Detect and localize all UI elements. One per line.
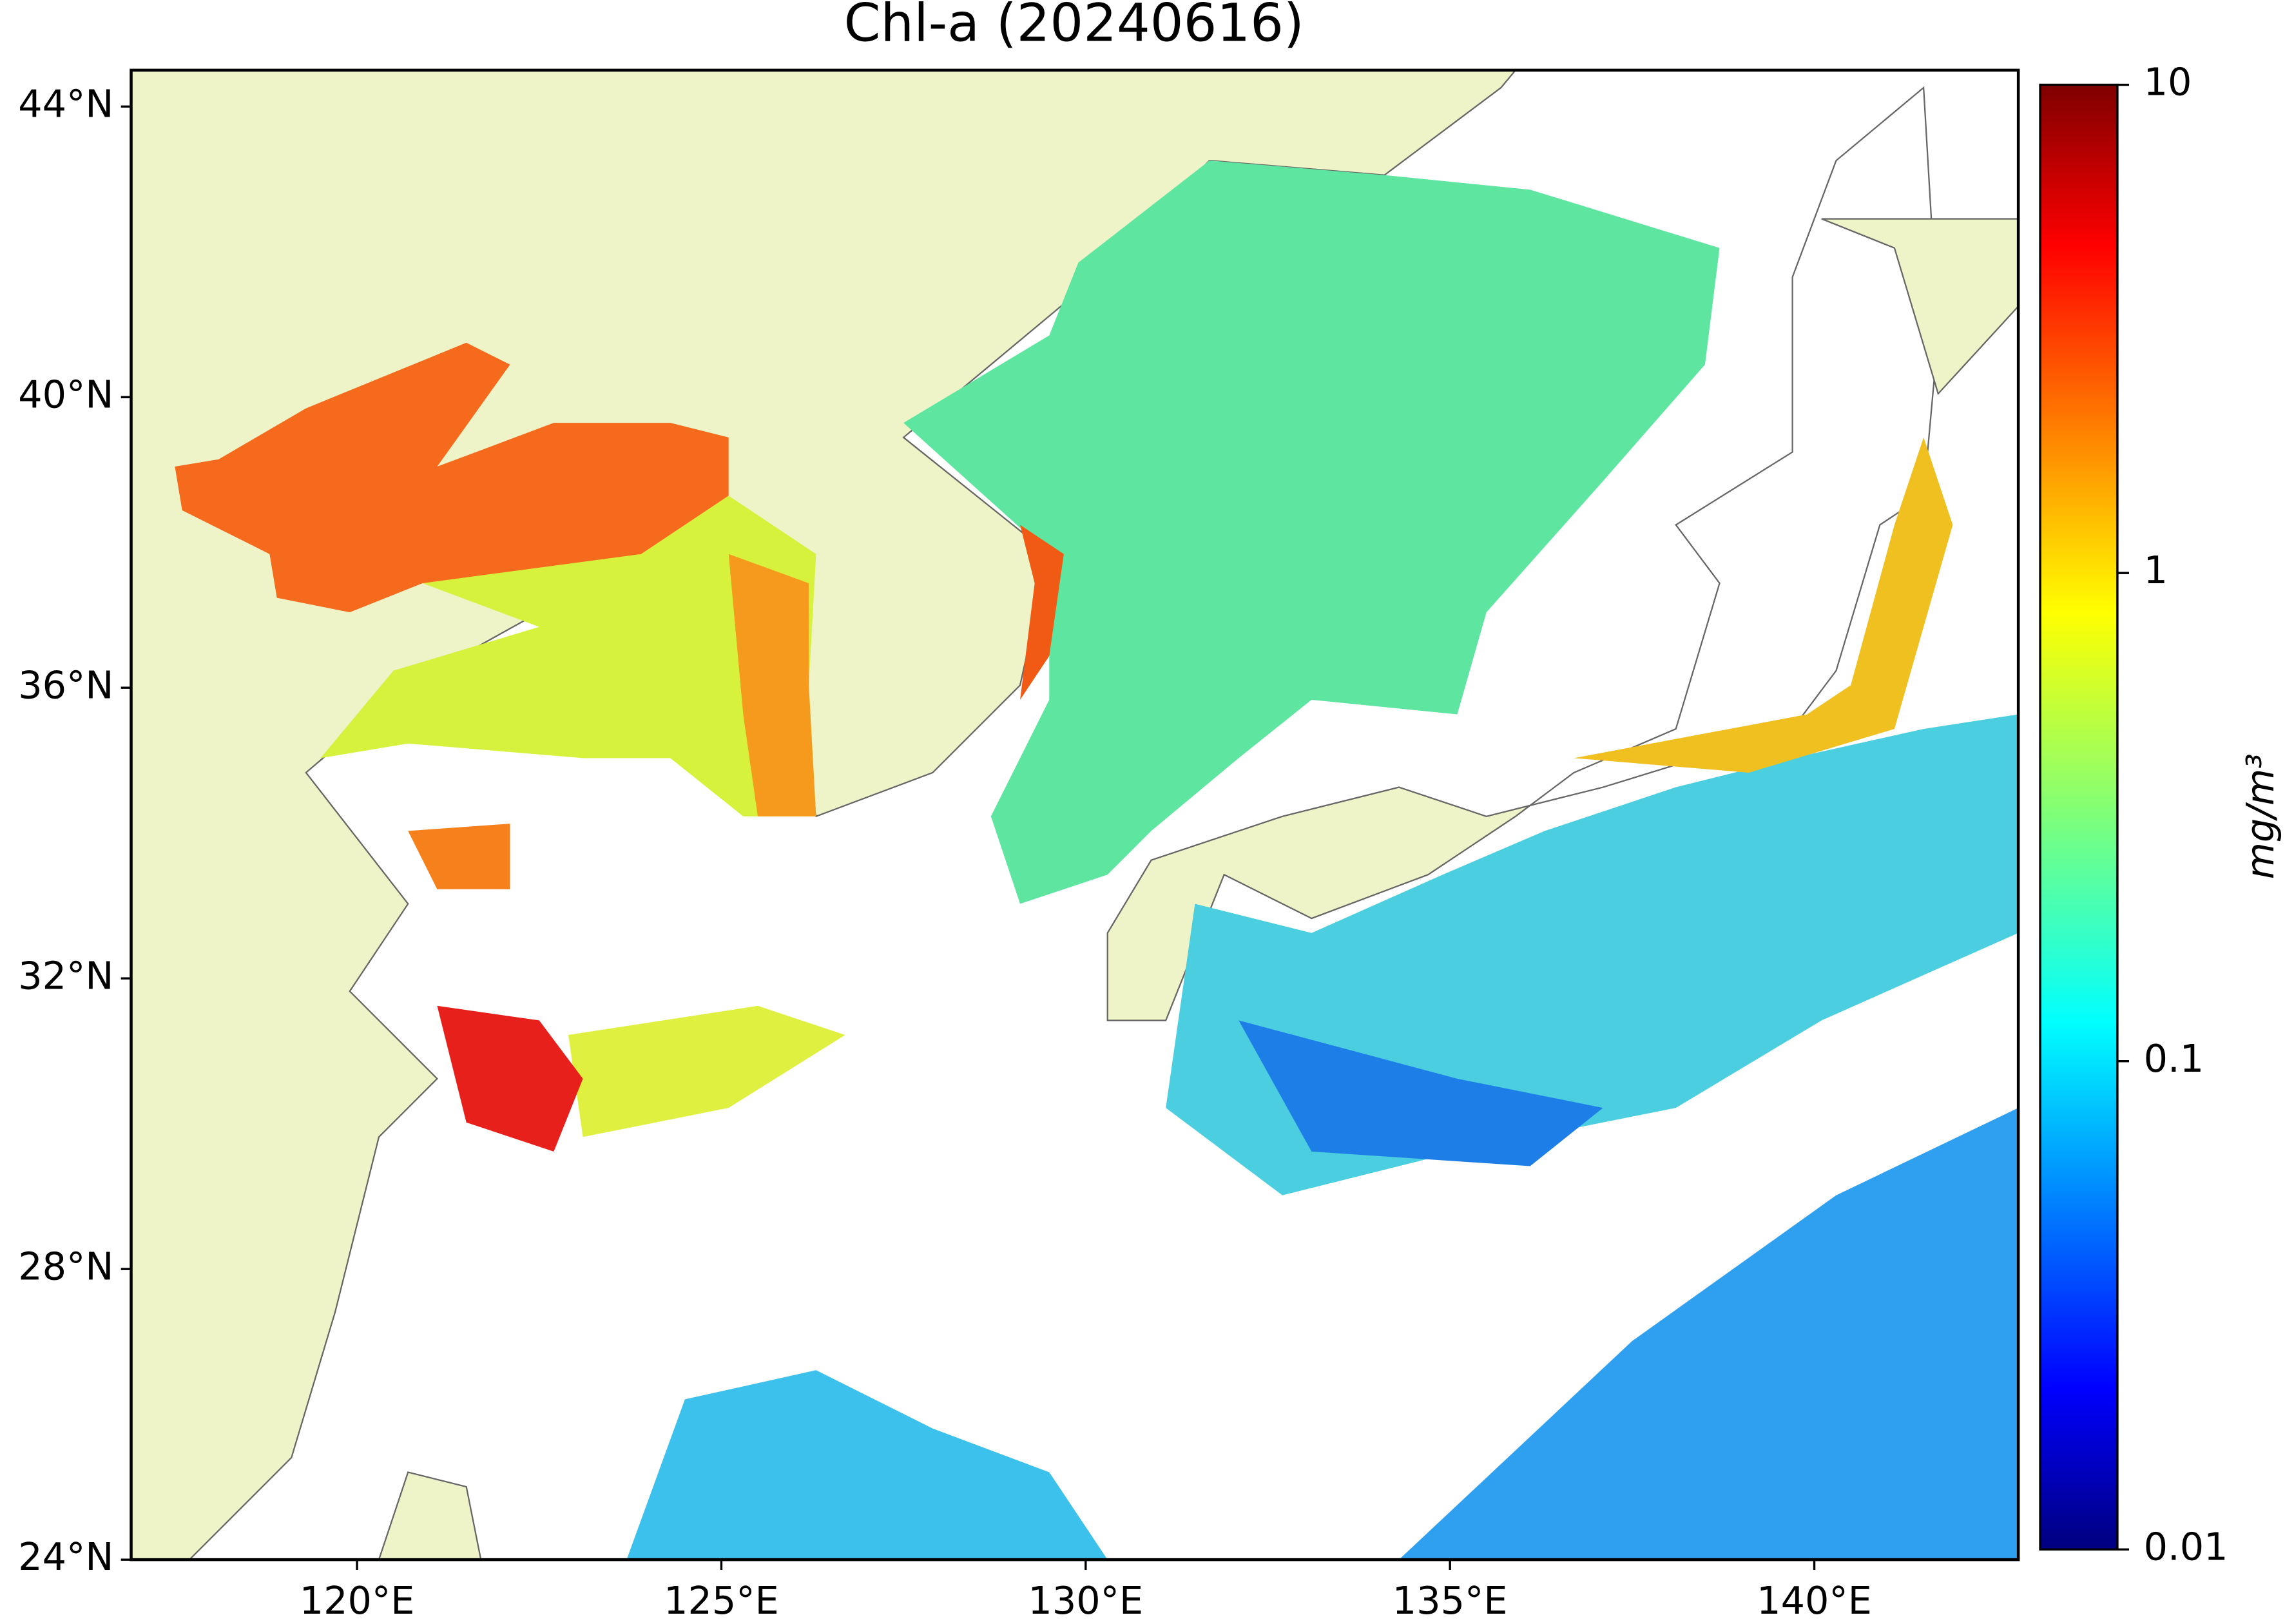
colorbar-tick-label: 0.01 bbox=[2144, 1524, 2228, 1569]
korea-coast-patch bbox=[728, 554, 816, 817]
east-sea-patch bbox=[903, 160, 1720, 904]
korea-east-coast bbox=[1020, 525, 1064, 700]
y-tick-label: 28°N bbox=[18, 1244, 113, 1288]
taiwan bbox=[378, 1471, 482, 1560]
map bbox=[131, 70, 2019, 1560]
x-tick-label: 125°E bbox=[664, 1578, 779, 1623]
map-frame bbox=[130, 68, 2020, 1561]
x-tick-label: 130°E bbox=[1028, 1578, 1143, 1623]
y-tick-label: 40°N bbox=[18, 372, 113, 416]
yellow-sea-patch bbox=[320, 496, 816, 817]
south-patch bbox=[626, 1370, 1108, 1560]
colorbar-label: mg/m³ bbox=[2238, 753, 2282, 879]
chart-title: Chl-a (20240616) bbox=[844, 0, 1304, 54]
ecs-patch bbox=[568, 1005, 845, 1137]
yangtze-patch bbox=[437, 1005, 583, 1152]
y-tick-label: 32°N bbox=[18, 953, 113, 998]
kuroshio-patch bbox=[1239, 1020, 1603, 1166]
colorbar bbox=[2039, 83, 2119, 1551]
x-tick-label: 140°E bbox=[1757, 1578, 1872, 1623]
japan-coast-patch bbox=[1574, 437, 1953, 773]
y-tick-label: 44°N bbox=[18, 81, 113, 126]
colorbar-tick-label: 1 bbox=[2144, 548, 2168, 592]
x-tick-label: 120°E bbox=[300, 1578, 415, 1623]
y-tick-label: 24°N bbox=[18, 1534, 113, 1579]
colorbar-tick-label: 10 bbox=[2144, 60, 2192, 104]
y-tick-label: 36°N bbox=[18, 662, 113, 707]
bohai-patch bbox=[175, 342, 729, 613]
hokkaido bbox=[1821, 218, 2019, 396]
colorbar-tick-label: 0.1 bbox=[2144, 1036, 2204, 1081]
x-tick-label: 135°E bbox=[1393, 1578, 1508, 1623]
open-ocean-patch bbox=[1399, 1108, 2019, 1560]
jiangsu-patch bbox=[408, 824, 510, 889]
